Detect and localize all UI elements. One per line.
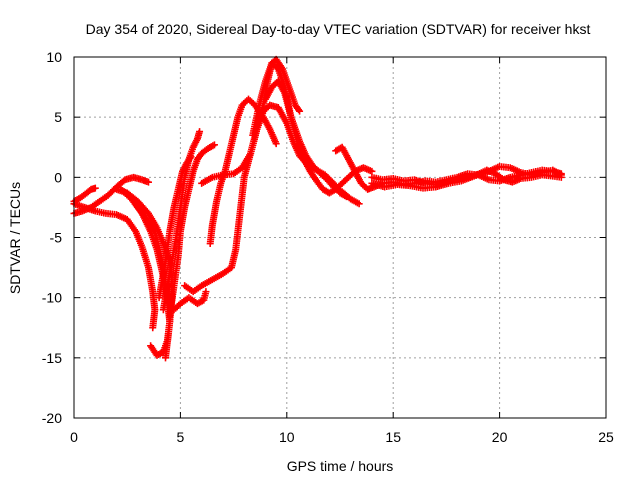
data-point — [186, 154, 194, 162]
data-point — [272, 140, 280, 148]
y-tick-label: 0 — [54, 169, 62, 185]
data-point — [149, 324, 157, 332]
data-point — [368, 167, 376, 175]
x-axis-label: GPS time / hours — [287, 458, 394, 474]
series-track-13 — [249, 55, 304, 139]
y-axis-label: SDTVAR / TECUs — [7, 182, 23, 294]
data-point — [187, 153, 195, 161]
grid — [74, 57, 606, 418]
series-track-3 — [70, 200, 159, 332]
x-tick-label: 0 — [70, 429, 78, 445]
x-tick-label: 25 — [598, 429, 614, 445]
data-point — [296, 107, 304, 115]
data-point — [162, 354, 170, 362]
data-point — [202, 288, 210, 296]
data-point — [91, 184, 99, 192]
chart-title: Day 354 of 2020, Sidereal Day-to-day VTE… — [86, 21, 591, 37]
data-point — [210, 141, 218, 149]
data-point — [147, 342, 155, 350]
y-tick-label: -5 — [50, 230, 63, 246]
data-point — [557, 173, 565, 181]
axis-ticks: 0 5 10 15 20 25 -20 -15 -10 -5 0 5 10 — [42, 49, 614, 445]
series-track-2 — [70, 173, 152, 217]
series-track-8 — [155, 153, 195, 302]
x-tick-label: 20 — [492, 429, 508, 445]
y-tick-label: 10 — [46, 49, 62, 65]
data-points — [70, 55, 565, 362]
data-point — [295, 106, 303, 114]
data-point — [196, 128, 204, 136]
y-tick-label: -15 — [42, 350, 62, 366]
series-track-17 — [368, 166, 565, 192]
x-tick-label: 15 — [385, 429, 401, 445]
y-tick-label: 5 — [54, 109, 62, 125]
y-tick-label: -10 — [42, 290, 62, 306]
data-point — [355, 200, 363, 208]
x-tick-label: 10 — [279, 429, 295, 445]
series-track-14 — [262, 77, 376, 197]
data-point — [144, 178, 152, 186]
series-track-9 — [166, 141, 218, 320]
series-track-1 — [70, 184, 99, 205]
y-tick-label: -20 — [42, 410, 62, 426]
data-point — [342, 193, 350, 201]
x-tick-label: 5 — [177, 429, 185, 445]
